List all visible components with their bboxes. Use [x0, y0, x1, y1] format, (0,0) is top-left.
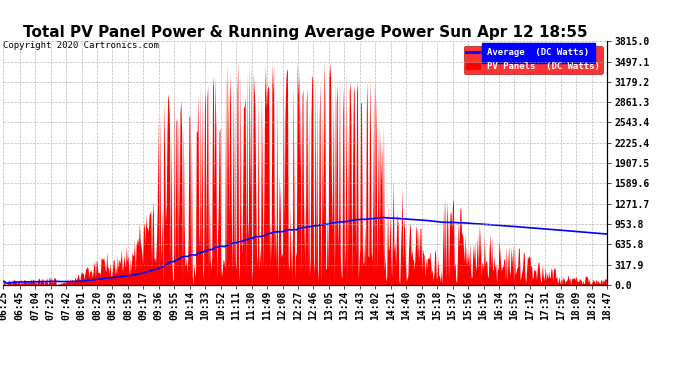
Text: Copyright 2020 Cartronics.com: Copyright 2020 Cartronics.com — [3, 41, 159, 50]
Legend: Average  (DC Watts), PV Panels  (DC Watts): Average (DC Watts), PV Panels (DC Watts) — [464, 46, 602, 74]
Title: Total PV Panel Power & Running Average Power Sun Apr 12 18:55: Total PV Panel Power & Running Average P… — [23, 25, 588, 40]
